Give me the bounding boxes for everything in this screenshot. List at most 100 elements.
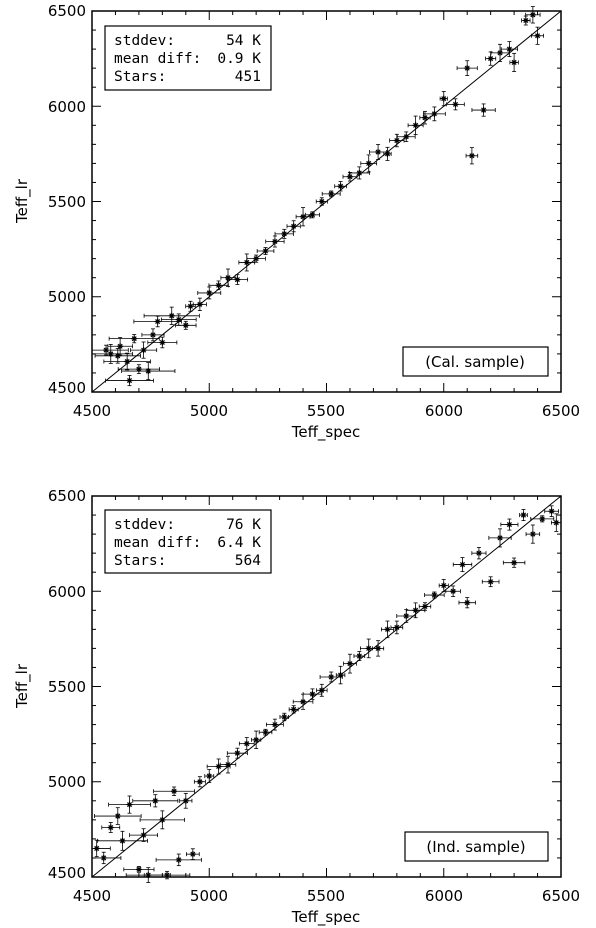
data-point: [458, 597, 476, 609]
stats-box-frame: [104, 25, 272, 91]
data-point: [94, 807, 142, 825]
data-point: [419, 110, 431, 125]
marker-stroke: [394, 624, 400, 630]
marker-stroke: [488, 579, 494, 585]
marker-stroke: [488, 56, 494, 62]
data-point: [418, 602, 432, 611]
marker-stroke: [115, 353, 121, 359]
data-point: [185, 848, 200, 860]
marker-stroke: [263, 248, 269, 254]
marker-stroke: [459, 562, 466, 568]
data-point: [238, 253, 256, 272]
stats-label: stddev:: [114, 33, 175, 49]
data-point: [185, 300, 196, 312]
data-point: [197, 286, 222, 300]
data-point: [438, 578, 449, 593]
marker-stroke: [319, 687, 325, 693]
data-point: [256, 247, 275, 255]
marker-stroke: [506, 522, 512, 528]
data-point: [246, 254, 266, 263]
data-point: [502, 557, 526, 568]
data-point: [405, 602, 426, 619]
marker-stroke: [152, 798, 158, 804]
marker-stroke: [413, 122, 419, 128]
stats-value: 54 K: [226, 33, 261, 49]
data-point: [147, 336, 178, 349]
data-point: [238, 737, 255, 751]
x-tick-label: 6500: [542, 402, 580, 420]
sample-label-frame: [402, 346, 549, 377]
x-axis-title: Teff_spec: [291, 423, 361, 442]
stats-value: 0.9 K: [217, 51, 261, 67]
data-point: [315, 197, 328, 206]
data-point: [129, 828, 158, 842]
marker-stroke: [539, 516, 545, 522]
marker-stroke: [141, 347, 147, 353]
y-tick-labels: 6500 6000 5500 5000 4500: [48, 2, 86, 397]
marker-stroke: [356, 653, 362, 659]
data-point: [220, 268, 236, 287]
x-tick-label: 5000: [190, 887, 228, 905]
y-axis-title: Teff_lr: [13, 663, 32, 709]
data-point: [360, 154, 378, 173]
data-point: [343, 653, 357, 674]
marker-stroke: [171, 788, 177, 794]
marker-stroke: [403, 134, 409, 140]
stats-label: Stars:: [114, 69, 166, 85]
marker-stroke: [431, 592, 437, 598]
marker-stroke: [549, 508, 555, 514]
y-tick-label: 6000: [48, 98, 86, 116]
marker-stroke: [244, 259, 250, 265]
stats-box: stddev: 54 K mean diff: 0.9 K Stars: 451: [104, 25, 272, 91]
marker-stroke: [206, 290, 212, 296]
marker-stroke: [216, 282, 222, 288]
marker-stroke: [511, 560, 517, 566]
x-tick-label: 6000: [425, 402, 463, 420]
stats-label: mean diff:: [114, 535, 201, 551]
y-tick-label: 6500: [48, 487, 86, 505]
marker-stroke: [441, 583, 447, 589]
marker-stroke: [101, 855, 107, 861]
marker-stroke: [452, 101, 458, 107]
data-point: [133, 315, 182, 328]
stats-label: stddev:: [114, 517, 175, 533]
data-point: [465, 147, 479, 165]
marker-stroke: [108, 351, 114, 357]
y-tick-label: 4500: [48, 864, 86, 882]
data-point: [91, 839, 111, 858]
marker-stroke: [155, 318, 161, 325]
marker-stroke: [234, 277, 240, 283]
x-tick-label: 5500: [307, 887, 345, 905]
x-tick-label: 6000: [425, 887, 463, 905]
y-tick-label: 4500: [48, 379, 86, 397]
marker-stroke: [141, 832, 147, 838]
data-point: [143, 306, 200, 325]
x-tick-label: 4500: [73, 887, 111, 905]
marker-stroke: [263, 729, 269, 735]
data-point: [531, 26, 545, 45]
marker-stroke: [511, 59, 517, 65]
marker-stroke: [197, 779, 203, 785]
data-point: [521, 15, 531, 26]
data-point: [175, 320, 197, 330]
marker-stroke: [403, 613, 409, 619]
y-tick-label: 5500: [48, 193, 86, 211]
data-point: [304, 211, 320, 219]
data-point: [446, 98, 465, 111]
data-point: [286, 220, 301, 233]
data-point: [179, 792, 193, 809]
data-point: [396, 131, 416, 142]
marker-stroke: [469, 153, 475, 159]
stats-value: 564: [235, 553, 261, 569]
marker-stroke: [347, 174, 353, 180]
data-point: [335, 665, 346, 685]
marker-stroke: [126, 378, 133, 384]
sample-label-box: (Ind. sample): [404, 831, 549, 862]
data-point: [132, 794, 179, 808]
data-point: [525, 524, 541, 544]
marker-stroke: [183, 322, 189, 328]
data-point: [481, 576, 500, 588]
marker-stroke: [375, 149, 381, 155]
marker-stroke: [253, 256, 259, 262]
data-point: [519, 509, 528, 521]
